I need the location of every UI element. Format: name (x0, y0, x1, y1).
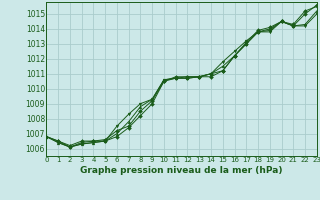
X-axis label: Graphe pression niveau de la mer (hPa): Graphe pression niveau de la mer (hPa) (80, 166, 283, 175)
